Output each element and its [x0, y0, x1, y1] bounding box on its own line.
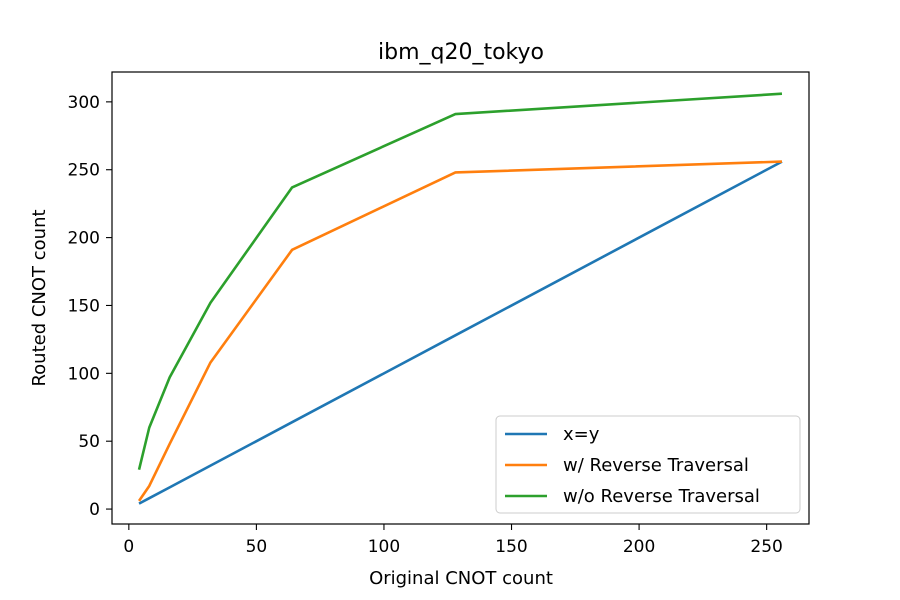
series-line-1 [137, 160, 783, 502]
y-tick-label-4: 200 [68, 229, 100, 249]
chart-title: ibm_q20_tokyo [378, 40, 544, 65]
y-axis-ticks: 0 50 100 150 200 250 300 [68, 93, 112, 520]
y-tick-label-2: 100 [68, 364, 100, 384]
y-tick-label-5: 250 [68, 161, 100, 181]
x-tick-label-4: 200 [623, 537, 655, 557]
plot-area [137, 92, 783, 505]
x-tick-label-1: 50 [246, 537, 268, 557]
y-axis-label: Routed CNOT count [29, 209, 50, 386]
y-tick-label-3: 150 [68, 296, 100, 316]
x-tick-label-0: 0 [123, 537, 134, 557]
x-tick-label-5: 250 [750, 537, 782, 557]
legend-label-1: w/ Reverse Traversal [563, 455, 749, 476]
y-tick-label-1: 50 [78, 432, 100, 452]
x-tick-label-3: 150 [495, 537, 527, 557]
legend-box [495, 415, 801, 514]
axes-frame [111, 71, 810, 525]
legend-label-0: x=y [563, 424, 600, 445]
series-line-0 [138, 160, 783, 505]
legend: x=y w/ Reverse Traversal w/o Reverse Trave… [495, 415, 801, 514]
legend-label-2: w/o Reverse Traversal [563, 486, 760, 507]
x-axis-label: Original CNOT count [369, 568, 553, 589]
y-tick-label-0: 0 [89, 500, 100, 520]
y-tick-label-6: 300 [68, 93, 100, 113]
x-tick-label-2: 100 [368, 537, 400, 557]
series-line-2 [137, 92, 783, 471]
x-axis-ticks: 0 50 100 150 200 250 [123, 524, 783, 557]
